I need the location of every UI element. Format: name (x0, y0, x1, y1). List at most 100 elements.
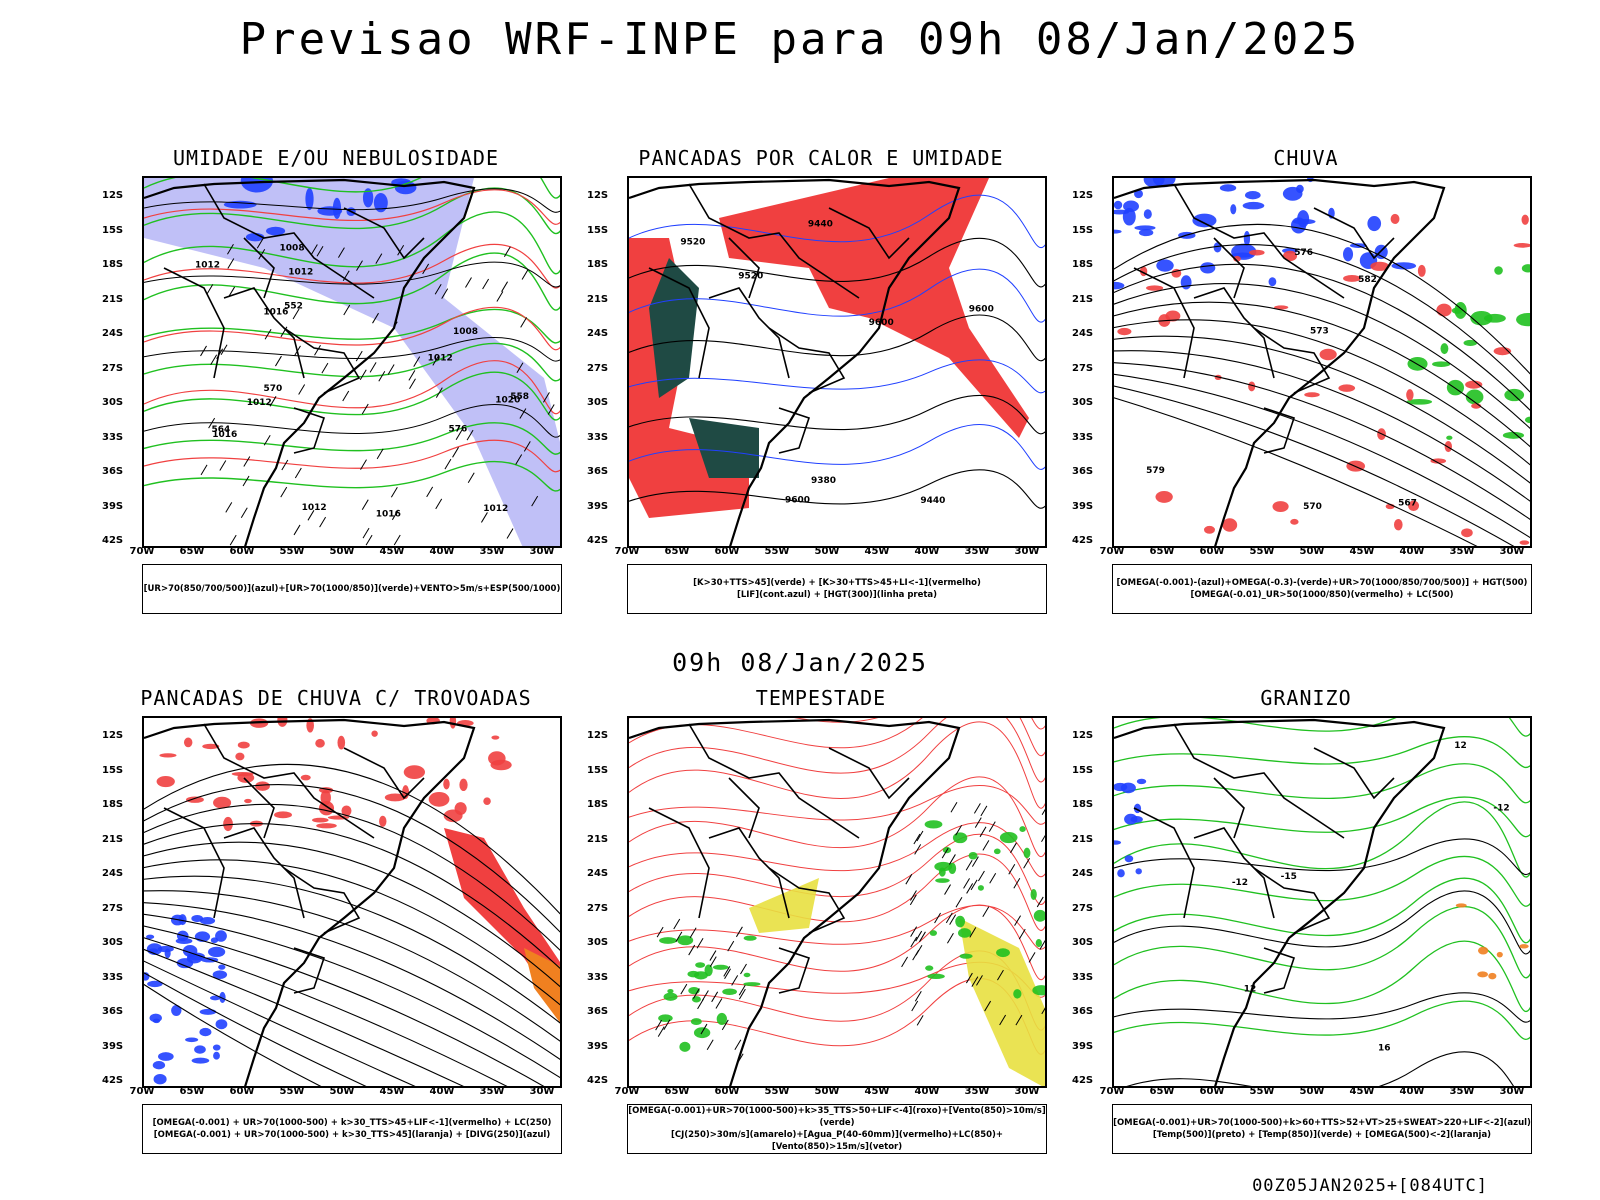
wind-vector (455, 429, 463, 441)
omega-region (1114, 281, 1125, 290)
lat-tick-label: 18S (102, 259, 124, 270)
humidity-region (1145, 285, 1164, 291)
lon-tick-label: 65W (664, 546, 690, 557)
streamline (1114, 350, 1530, 502)
lon-tick-label: 45W (1349, 1086, 1375, 1097)
instability-region (719, 178, 1029, 438)
humidity-region (1343, 275, 1361, 282)
lat-tick-label: 21S (102, 833, 124, 845)
jet-region (959, 918, 1045, 1086)
lat-tick-label: 39S (1072, 1040, 1094, 1052)
wind-vector (444, 458, 452, 470)
omega-region (1213, 242, 1222, 253)
humidity-contour (144, 178, 560, 199)
hgt-contour (629, 469, 1045, 509)
lon-tick-label: 35W (1449, 1086, 1475, 1097)
wind-vector (914, 844, 922, 855)
streamline (1114, 397, 1478, 546)
wind-vector (965, 859, 973, 871)
lat-tick-label: 15S (587, 764, 609, 776)
contour-label: 12 (1244, 984, 1257, 994)
omega-region (1242, 201, 1265, 210)
wind-vector (263, 435, 271, 446)
wind-vector (466, 429, 474, 441)
wind-region (743, 972, 751, 978)
country-border (768, 867, 846, 934)
temp850-contour (1114, 940, 1530, 1013)
wind-vector (738, 988, 746, 1000)
map-pancadas-calor: 9600 9520 9600 9440 9380 9440 9600 9520 (627, 176, 1047, 548)
contour-label: -15 (1281, 872, 1297, 882)
lon-tick-label: 45W (1349, 546, 1375, 557)
lat-tick-label: 27S (587, 362, 609, 374)
panel-umidade: UMIDADE E/OU NEBULOSIDADE 1012 1012 1012 10… (96, 146, 576, 626)
thickness-contour (144, 243, 560, 289)
wind-region (691, 996, 701, 1003)
thunderstorm-region (159, 753, 177, 758)
lat-tick-label: 30S (102, 937, 124, 948)
wind-region (658, 1014, 673, 1023)
humidity-region (1521, 214, 1529, 225)
humidity-core (317, 206, 343, 216)
country-border (283, 867, 361, 934)
wind-region (667, 988, 674, 994)
lon-tick-label: 50W (1299, 1086, 1325, 1097)
divergence-region (210, 937, 219, 944)
lon-tick-label: 30W (1499, 546, 1525, 557)
precip-water-contour (629, 721, 1045, 809)
divergence-region (213, 1051, 220, 1060)
thunderstorm-region (483, 797, 491, 805)
humidity-region (1406, 389, 1414, 401)
wind-vector (465, 277, 472, 288)
wind-vector (280, 486, 288, 498)
omega500-region (1496, 951, 1503, 958)
streamline (1114, 319, 1530, 466)
lat-tick-label: 33S (102, 971, 124, 983)
country-border (1173, 723, 1345, 839)
wind-region (1030, 888, 1037, 900)
wind-vector (910, 936, 918, 948)
wind-vector (1028, 952, 1036, 963)
wind-vector (982, 906, 990, 918)
country-border (728, 237, 760, 299)
thunderstorm-region (443, 778, 450, 790)
wind-vector (724, 968, 731, 980)
country-border (243, 777, 275, 839)
lat-tick-label: 18S (1072, 259, 1094, 270)
humidity-region (1248, 249, 1265, 256)
lat-tick-label: 15S (102, 224, 124, 236)
wind-vector (909, 894, 917, 906)
wind-vector (240, 507, 248, 518)
country-border (343, 747, 425, 800)
streamline (144, 913, 560, 1079)
omega500-region (1478, 946, 1489, 955)
humidity-region (1117, 327, 1132, 336)
country-border (1173, 183, 1345, 299)
streamline (144, 875, 560, 1024)
wind-region (690, 1018, 702, 1026)
lat-tick-label: 24S (102, 328, 124, 339)
country-border (708, 287, 790, 379)
legend-line: [OMEGA(-0.001) + UR>70(1000-500) + k>30_… (153, 1130, 551, 1140)
lon-tick-label: 65W (179, 546, 205, 557)
wind-vector (310, 244, 318, 255)
legend-line: [K>30+TTS>45](verde) + [K>30+TTS>45+LI<-… (693, 578, 981, 588)
wind-vector (911, 1000, 919, 1012)
streamline (1114, 263, 1530, 411)
lon-tick-label: 45W (379, 1086, 405, 1097)
wind-vector (973, 803, 981, 814)
country-border (163, 267, 225, 379)
contour-label: 1008 (453, 327, 478, 337)
lon-tick-label: 40W (429, 1086, 455, 1097)
contour-label: 567 (1398, 498, 1417, 508)
wind-region (677, 935, 694, 946)
wind-vector (916, 830, 924, 842)
wind-vector (914, 991, 922, 1002)
lon-tick-label: 35W (479, 546, 505, 557)
wind-vector (1041, 834, 1045, 843)
streamline (144, 937, 508, 1086)
wind-vector (999, 1014, 1007, 1026)
wind-vector (950, 801, 958, 813)
lat-tick-label: 42S (1072, 535, 1094, 546)
wind-vector (258, 248, 266, 260)
